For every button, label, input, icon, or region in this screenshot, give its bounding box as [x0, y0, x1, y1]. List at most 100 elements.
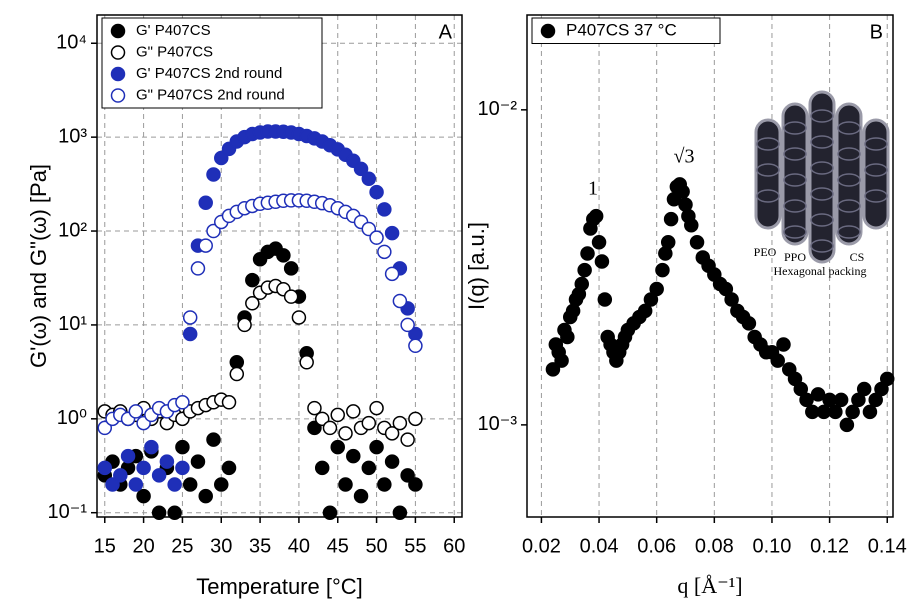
x-tick-label: 0.12 — [810, 535, 849, 557]
panel-label: A — [439, 21, 453, 43]
y-tick-label: 10⁻² — [478, 98, 518, 120]
cylinder-ring — [837, 225, 861, 239]
cylinder-ring — [810, 213, 834, 227]
data-point — [637, 303, 653, 319]
data-point — [554, 353, 569, 368]
data-point — [369, 439, 384, 455]
data-point — [793, 381, 809, 397]
data-point — [353, 488, 369, 504]
cylinder-ring — [837, 173, 861, 187]
cylinder-ring — [810, 109, 834, 123]
data-point — [346, 448, 361, 464]
data-point — [560, 329, 575, 345]
x-tick-label: 0.06 — [637, 535, 676, 557]
cylinder-ring — [837, 199, 861, 213]
data-point — [588, 208, 604, 224]
data-point — [384, 225, 400, 241]
data-point — [369, 184, 384, 200]
data-point — [136, 460, 151, 476]
data-point — [283, 261, 299, 276]
data-point — [221, 460, 237, 476]
cylinder-ring — [756, 137, 780, 151]
cylinder-ring — [783, 173, 807, 187]
cylinder-ring — [864, 189, 888, 203]
cylinder-ring — [810, 135, 834, 149]
data-point — [392, 415, 408, 431]
data-point — [307, 420, 322, 436]
data-point — [392, 293, 408, 309]
cylinder-ring — [837, 121, 861, 135]
legend-box — [101, 17, 323, 109]
data-point — [770, 353, 785, 368]
data-point — [330, 407, 345, 423]
data-point — [879, 371, 895, 387]
data-point — [400, 317, 415, 333]
data-point — [810, 387, 826, 402]
data-point — [190, 454, 206, 469]
data-point — [574, 276, 590, 292]
data-point — [776, 337, 791, 352]
data-point — [167, 477, 182, 492]
legend-marker — [110, 88, 126, 103]
cylinder-ring — [810, 161, 834, 175]
data-point — [377, 202, 392, 217]
data-point — [105, 477, 120, 492]
data-point — [97, 420, 113, 436]
y-tick-label: 10² — [58, 219, 87, 241]
data-point — [400, 432, 415, 447]
cylinder-ring — [864, 137, 888, 151]
x-tick-label: 0.10 — [752, 535, 791, 557]
data-point — [369, 400, 384, 416]
inset-caption: Hexagonal packing — [774, 264, 867, 278]
data-point — [580, 246, 595, 261]
inset-label: PEO — [754, 245, 777, 259]
data-point — [322, 505, 338, 520]
cylinder-ring — [756, 163, 780, 177]
data-point — [198, 488, 213, 504]
data-point — [400, 468, 415, 483]
x-tick-label: 35 — [249, 535, 271, 557]
x-tick-label: 40 — [288, 535, 310, 557]
y-tick-label: 10⁻³ — [478, 413, 518, 435]
data-point — [845, 404, 860, 420]
data-point — [741, 316, 757, 331]
cylinder-ring — [783, 147, 807, 161]
data-point — [237, 317, 252, 333]
x-tick-label: 0.04 — [580, 535, 619, 557]
data-point — [392, 505, 408, 520]
legend-label: G' P407CS 2nd round — [136, 65, 282, 82]
data-point — [594, 254, 610, 269]
data-point — [276, 248, 291, 263]
data-point — [655, 262, 670, 278]
data-point — [369, 230, 384, 245]
y-tick-label: 10¹ — [58, 313, 87, 335]
panel-label: B — [870, 21, 883, 43]
cylinder-ring — [810, 187, 834, 201]
legend-label: P407CS 37 °C — [566, 20, 677, 39]
data-point — [190, 261, 206, 276]
data-point — [384, 426, 400, 441]
data-point — [314, 411, 330, 427]
data-point — [799, 392, 814, 408]
data-point — [862, 404, 878, 420]
x-tick-label: 55 — [404, 535, 426, 557]
x-tick-label: 0.08 — [695, 535, 734, 557]
legend-label: G" P407CS 2nd round — [136, 86, 285, 103]
cylinder-ring — [756, 189, 780, 203]
data-point — [377, 244, 392, 260]
x-axis-title: Temperature [°C] — [196, 574, 363, 599]
data-point — [384, 266, 400, 282]
x-tick-label: 20 — [132, 535, 154, 557]
x-axis-title: q [Å⁻¹] — [677, 573, 742, 598]
data-point — [833, 392, 849, 408]
data-point — [408, 411, 423, 427]
data-point — [198, 238, 213, 253]
data-point — [828, 404, 843, 420]
data-point — [684, 218, 699, 233]
x-tick-label: 25 — [171, 535, 193, 557]
x-tick-label: 45 — [327, 535, 349, 557]
data-point — [689, 234, 705, 250]
data-point — [408, 477, 423, 492]
data-point — [851, 392, 866, 408]
data-point — [120, 448, 136, 464]
